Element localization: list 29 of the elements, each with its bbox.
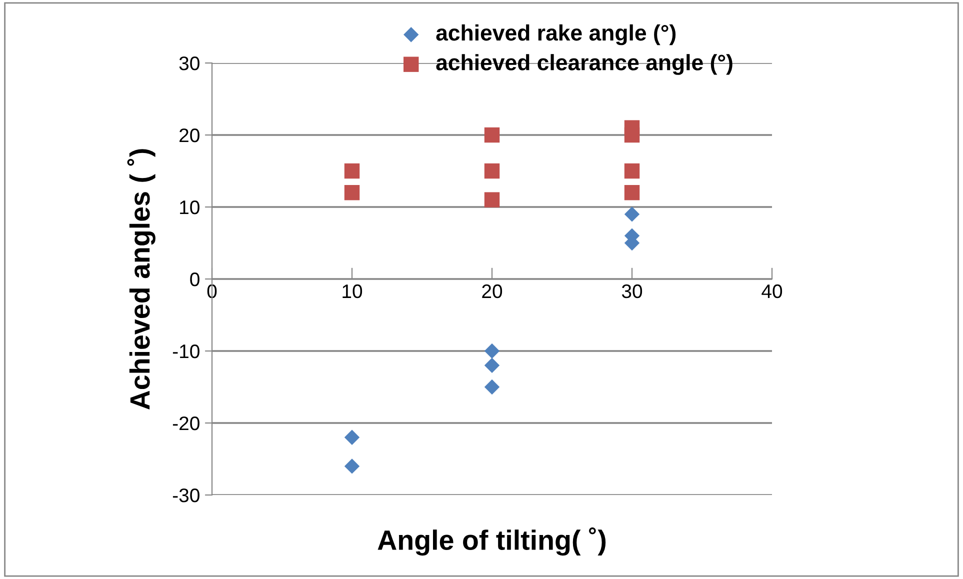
point	[484, 127, 500, 143]
point	[344, 163, 360, 179]
x-tick-label: 20	[482, 284, 502, 298]
y-tick-label: -20	[172, 416, 200, 430]
legend-label: achieved rake angle (°)	[436, 24, 676, 46]
x-axis-title: Angle of tilting( ˚)	[378, 527, 606, 556]
point	[624, 206, 640, 222]
point	[624, 184, 640, 200]
point	[484, 163, 500, 179]
x-tick-label: 10	[342, 284, 362, 298]
point	[344, 430, 360, 446]
point	[624, 163, 640, 179]
y-tick-label: 20	[180, 128, 200, 142]
point	[344, 184, 360, 200]
y-tick-label: 10	[180, 200, 200, 214]
y-tick-label: 0	[190, 272, 200, 286]
point	[344, 458, 360, 474]
x-tick-label: 30	[622, 284, 642, 298]
point	[624, 127, 640, 143]
point	[484, 192, 500, 208]
legend-label: achieved clearance angle (°)	[436, 54, 732, 75]
point	[484, 379, 500, 395]
point	[484, 343, 500, 359]
y-tick-label: -10	[172, 344, 200, 358]
y-tick-label: -30	[172, 488, 200, 502]
y-tick-label: 30	[179, 56, 200, 70]
point	[484, 358, 500, 374]
x-tick-label: 40	[762, 284, 782, 298]
y-axis-title: Achieved angles ( ˚)	[127, 149, 156, 410]
